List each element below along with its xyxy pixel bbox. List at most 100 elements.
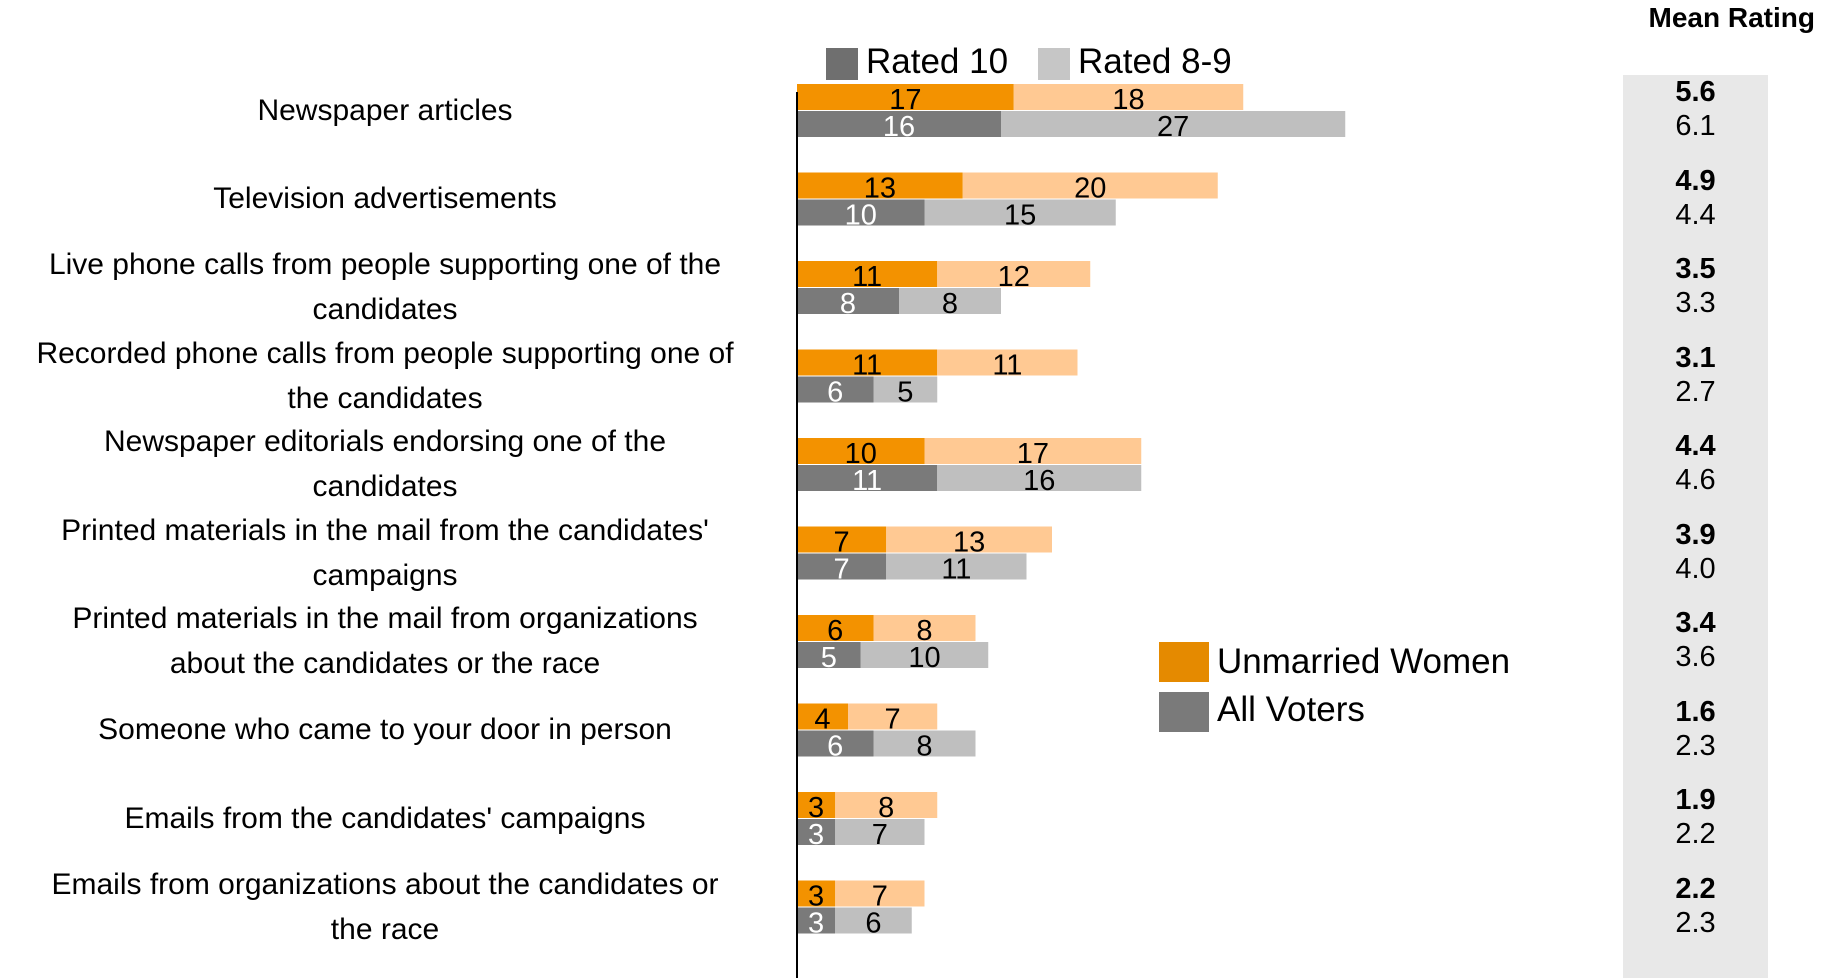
data-label-voters-rated-10: 6: [827, 377, 843, 409]
bar-women-rated-10: [797, 84, 1014, 110]
bar-women-rated-10: [797, 438, 925, 464]
bar-voters-rated-10: [797, 465, 938, 491]
category-label: Printed materials in the mail from the c…: [0, 508, 770, 598]
data-label-women-rated-10: 17: [889, 84, 921, 116]
bar-women-rated-10: [797, 792, 836, 818]
mean-rating-all-voters: 4.4: [1675, 198, 1716, 231]
data-label-voters-rated-10: 7: [834, 554, 850, 586]
data-label-voters-rated-8-9: 10: [908, 642, 940, 674]
data-label-women-rated-10: 6: [827, 615, 843, 647]
mean-rating-unmarried-women: 1.6: [1675, 695, 1716, 728]
category-label-line: the candidates: [287, 381, 483, 415]
data-label-women-rated-8-9: 13: [953, 527, 985, 559]
legend-swatch-all-voters: [1159, 692, 1209, 732]
bar-voters-rated-8-9: [937, 465, 1142, 491]
category-label-line: candidates: [312, 293, 458, 326]
category-label-line: about the candidates or the race: [169, 647, 601, 680]
mean-rating-all-voters: 2.3: [1675, 729, 1716, 762]
mean-rating-unmarried-women: 5.6: [1675, 76, 1716, 108]
data-label-voters-rated-8-9: 5: [897, 377, 913, 409]
mean-rating-unmarried-women: 1.9: [1675, 784, 1716, 816]
mean-rating-all-voters: 2.7: [1675, 375, 1716, 408]
mean-rating-all-voters: 2.2: [1675, 818, 1716, 850]
category-label-line: Newspaper articles: [257, 93, 513, 127]
category-label-line: Printed materials in the mail from the c…: [61, 513, 709, 547]
data-label-women-rated-8-9: 18: [1112, 84, 1144, 116]
data-label-women-rated-8-9: 7: [885, 704, 901, 736]
bar-voters-rated-10: [797, 642, 861, 668]
data-label-voters-rated-8-9: 16: [1023, 465, 1055, 497]
category-label-line: Newspaper editorials endorsing one of th…: [103, 425, 667, 458]
bar-voters-rated-8-9: [886, 553, 1027, 580]
data-label-women-rated-8-9: 8: [916, 615, 932, 647]
bar-women-rated-8-9: [962, 172, 1218, 199]
bar-women-rated-10: [797, 261, 938, 287]
data-label-voters-rated-10: 5: [821, 642, 837, 674]
mean-rating-unmarried-women: 2.2: [1675, 872, 1716, 905]
data-label-women-rated-10: 4: [814, 704, 830, 736]
legend-swatch-rated-8-9: [1038, 48, 1070, 80]
data-label-women-rated-8-9: 17: [1017, 438, 1049, 470]
bar-voters-rated-10: [797, 553, 887, 580]
data-label-voters-rated-8-9: 11: [941, 554, 971, 586]
legend-label-unmarried-women: Unmarried Women: [1217, 642, 1511, 681]
data-label-voters-rated-10: 11: [852, 465, 882, 497]
bar-women-rated-10: [797, 526, 887, 553]
legend-swatch-unmarried-women: [1159, 642, 1209, 682]
mean-rating-all-voters: 4.0: [1675, 552, 1716, 585]
bar-women-rated-10: [797, 615, 874, 641]
bar-women-rated-10: [797, 703, 848, 730]
data-label-voters-rated-8-9: 15: [1004, 200, 1036, 232]
bar-women-rated-10: [797, 349, 938, 376]
bar-women-rated-8-9: [835, 880, 925, 907]
category-label: Printed materials in the mail from organ…: [0, 596, 770, 686]
legend-label-rated-8-9: Rated 8-9: [1078, 42, 1232, 81]
mean-rating-unmarried-women: 3.1: [1675, 341, 1716, 374]
data-label-voters-rated-10: 16: [883, 111, 915, 143]
data-label-women-rated-8-9: 20: [1074, 173, 1106, 205]
bar-voters-rated-8-9: [835, 907, 912, 934]
bar-voters-rated-8-9: [860, 642, 989, 668]
category-label-line: Printed materials in the mail from organ…: [72, 602, 698, 635]
mean-rating-panel: [1623, 75, 1768, 978]
data-label-women-rated-10: 7: [834, 527, 850, 559]
bar-voters-rated-10: [797, 111, 1001, 137]
bar-voters-rated-8-9: [899, 288, 1001, 314]
bar-women-rated-8-9: [848, 703, 938, 730]
data-label-voters-rated-10: 8: [840, 288, 856, 320]
category-label: Television advertisements: [0, 176, 770, 221]
data-label-voters-rated-8-9: 8: [916, 731, 932, 763]
category-label-line: Television advertisements: [213, 182, 557, 215]
data-label-voters-rated-8-9: 6: [865, 908, 881, 940]
bar-women-rated-10: [797, 880, 836, 907]
data-label-women-rated-10: 13: [864, 173, 896, 205]
data-label-voters-rated-10: 3: [808, 908, 824, 940]
mean-rating-unmarried-women: 3.9: [1675, 518, 1716, 551]
category-label: Emails from organizations about the cand…: [0, 862, 770, 952]
mean-rating-all-voters: 4.6: [1675, 464, 1716, 496]
data-label-women-rated-10: 11: [852, 350, 882, 382]
category-label-line: campaigns: [312, 558, 458, 592]
data-label-voters-rated-8-9: 8: [942, 288, 958, 320]
bar-women-rated-8-9: [886, 526, 1052, 553]
data-label-women-rated-8-9: 7: [872, 881, 888, 913]
category-label-line: Recorded phone calls from people support…: [36, 336, 734, 370]
mean-rating-unmarried-women: 3.5: [1675, 253, 1716, 285]
bar-women-rated-8-9: [1013, 84, 1244, 110]
legend-swatch-rated-10: [826, 48, 858, 80]
bar-voters-rated-10: [797, 907, 836, 934]
category-label: Newspaper articles: [0, 88, 770, 133]
data-label-voters-rated-10: 10: [845, 200, 877, 232]
data-label-women-rated-10: 3: [808, 881, 824, 913]
mean-rating-unmarried-women: 3.4: [1675, 607, 1716, 639]
mean-rating-all-voters: 2.3: [1675, 906, 1716, 939]
legend-label-all-voters: All Voters: [1217, 690, 1365, 729]
category-label-line: Emails from organizations about the cand…: [51, 867, 719, 901]
bar-voters-rated-8-9: [835, 819, 925, 845]
mean-rating-unmarried-women: 4.4: [1675, 430, 1716, 462]
data-label-women-rated-8-9: 12: [998, 261, 1030, 293]
mean-rating-all-voters: 3.3: [1675, 287, 1716, 319]
bar-voters-rated-8-9: [924, 199, 1116, 226]
